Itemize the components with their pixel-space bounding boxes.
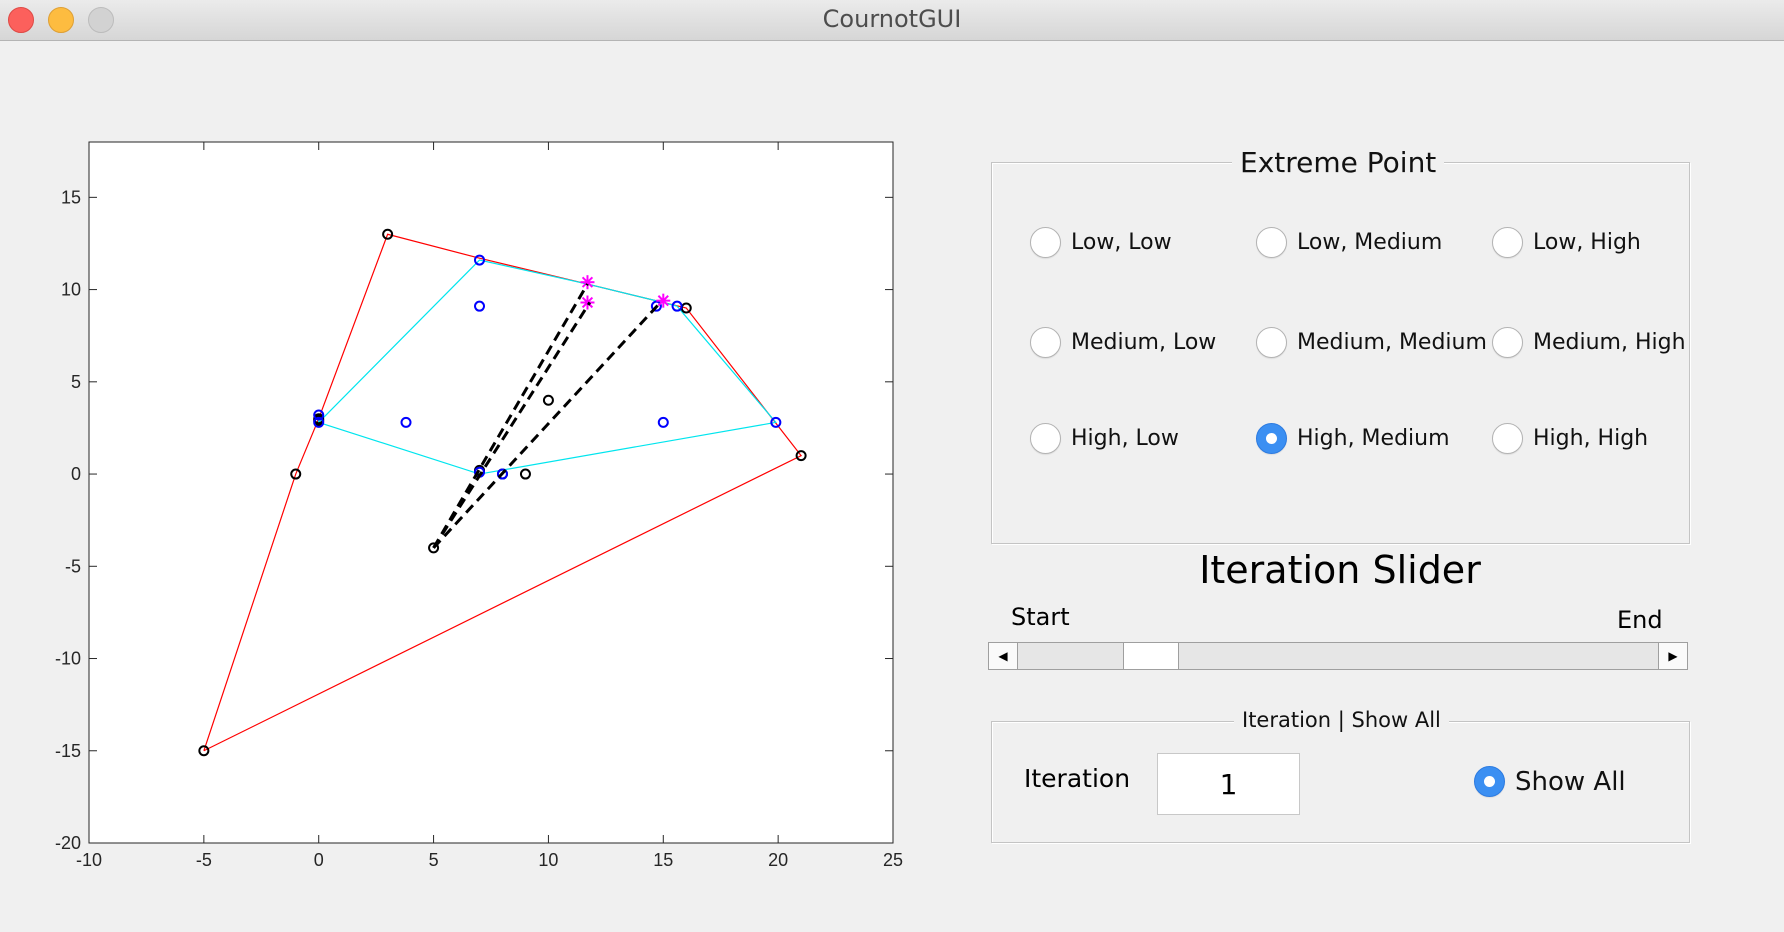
radio-label: Medium, Low [1071,330,1217,355]
zoom-window-button[interactable] [88,7,114,33]
x-tick-label: 0 [314,850,324,870]
extreme-point-radio-3[interactable]: Medium, Low [1030,327,1216,358]
circle-point [313,409,325,421]
radio-circle[interactable] [1256,327,1287,358]
radio-label: High, High [1533,426,1649,451]
radio-circle[interactable] [1256,423,1287,454]
circle-point [382,228,394,240]
circle-point [290,468,302,480]
x-tick-label: 10 [538,850,558,870]
close-window-button[interactable] [8,7,34,33]
extreme-point-radio-2[interactable]: Low, High [1492,227,1641,258]
title-bar: CournotGUI [0,0,1784,41]
region-boundary-line [318,259,777,475]
x-tick-label: 5 [429,850,439,870]
minimize-window-button[interactable] [48,7,74,33]
slider-thumb[interactable] [1122,642,1179,670]
radio-circle[interactable] [1030,327,1061,358]
plot-axes: -10 -5 0 5 10 15 20 25 -20 -15 -10 -5 0 5 10 15 [55,141,903,870]
x-tick-label: 15 [653,850,673,870]
circle-point [313,416,325,428]
radio-circle[interactable] [1492,227,1523,258]
star-stroke [581,276,594,288]
circle-point [474,254,486,266]
circle-point [650,300,662,312]
star-stroke [581,296,594,309]
circle-point [496,468,508,480]
dashed-path-line [432,303,660,549]
extreme-point-radio-6[interactable]: High, Low [1030,423,1179,454]
extreme-point-radio-4[interactable]: Medium, Medium [1256,327,1487,358]
iteration-show-all-title: Iteration | Show All [1234,708,1449,732]
circle-point [657,416,669,428]
region-boundary-line [203,233,803,752]
star-stroke [657,295,669,307]
extreme-point-title: Extreme Point [1232,146,1445,179]
slider-left-arrow[interactable]: ◀ [989,643,1018,669]
circle-point [770,416,782,428]
iteration-input[interactable] [1157,753,1300,815]
circle-point [474,300,486,312]
x-tick-label: -5 [196,850,212,870]
radio-label: Low, Low [1071,230,1172,255]
iteration-slider[interactable]: ◀ ▶ [988,642,1688,670]
iteration-label: Iteration [1024,764,1131,793]
x-tick-label: -10 [76,850,102,870]
plot-area [88,141,894,844]
circle-point [198,745,210,757]
radio-circle[interactable] [1030,423,1061,454]
radio-label: Medium, Medium [1297,330,1487,355]
extreme-point-radio-7[interactable]: High, Medium [1256,423,1450,454]
extreme-point-radio-5[interactable]: Medium, High [1492,327,1686,358]
star-point [580,275,595,290]
star-point [656,293,671,308]
dashed-path-line [432,283,589,549]
show-all-label: Show All [1515,766,1626,797]
y-tick-label: -5 [65,556,81,576]
show-all-radio[interactable]: Show All [1474,766,1626,797]
window-title: CournotGUI [822,5,962,33]
slider-right-arrow[interactable]: ▶ [1658,643,1687,669]
circle-point [795,450,807,462]
circle-point [428,542,440,554]
radio-label: High, Medium [1297,426,1450,451]
x-tick-label: 25 [883,850,903,870]
y-tick-label: 15 [61,187,81,207]
circle-point [400,416,412,428]
circle-point [313,413,325,425]
circle-point [542,394,554,406]
window-content: -10 -5 0 5 10 15 20 25 -20 -15 -10 -5 0 5 10 15 Extreme… [0,41,1784,932]
iteration-slider-title: Iteration Slider [1199,548,1481,592]
star-point [580,295,595,310]
circle-point [519,468,531,480]
circle-point [671,300,683,312]
show-all-radio-circle[interactable] [1474,766,1505,797]
extreme-point-radio-8[interactable]: High, High [1492,423,1648,454]
y-tick-label: -10 [55,649,81,669]
radio-label: High, Low [1071,426,1179,451]
radio-circle[interactable] [1256,227,1287,258]
dashed-path-line [432,301,592,549]
x-tick-label: 20 [768,850,788,870]
radio-circle[interactable] [1492,327,1523,358]
y-tick-label: -20 [55,833,81,853]
radio-circle[interactable] [1492,423,1523,454]
slider-end-label: End [1617,606,1663,634]
radio-label: Low, High [1533,230,1641,255]
y-tick-label: 0 [71,464,81,484]
y-tick-label: 5 [71,372,81,392]
y-tick-label: 10 [61,280,81,300]
iteration-show-all-panel: Iteration | Show All [991,708,1690,843]
extreme-point-radio-0[interactable]: Low, Low [1030,227,1172,258]
radio-label: Medium, High [1533,330,1686,355]
extreme-point-panel: Extreme Point Low, Low Low, Medium Low, Hi… [991,146,1690,544]
extreme-point-radio-1[interactable]: Low, Medium [1256,227,1442,258]
radio-circle[interactable] [1030,227,1061,258]
y-tick-label: -15 [55,741,81,761]
slider-start-label: Start [1011,603,1070,631]
radio-label: Low, Medium [1297,230,1443,255]
